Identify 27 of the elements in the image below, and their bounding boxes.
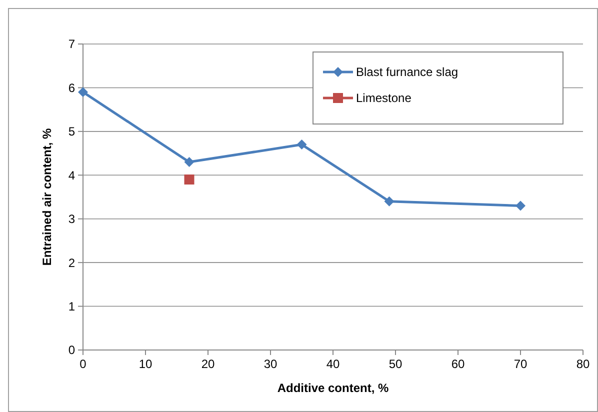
y-axis-title: Entrained air content, % [40,128,54,266]
y-tick-label: 7 [68,37,76,52]
point [516,200,526,211]
y-tick-label: 6 [68,80,76,95]
x-tick-label: 60 [451,357,465,371]
point [184,174,194,185]
y-tick-label: 5 [68,124,76,139]
y-tick-label: 2 [68,256,76,270]
point [78,87,88,98]
x-axis-title: Additive content, % [277,381,389,395]
legend-label: Blast furnance slag [356,65,458,80]
point [384,196,394,206]
x-tick-label: 0 [80,357,87,371]
y-tick-label: 3 [68,212,76,226]
x-tick-label: 40 [326,357,340,371]
point [184,157,194,168]
x-tick-label: 80 [576,357,590,371]
point [296,140,307,150]
x-tick-label: 20 [201,357,215,371]
x-tick-label: 70 [514,357,528,371]
y-tick-label: 1 [68,299,76,314]
y-tick-label: 0 [68,343,76,358]
legend-label: Limestone [356,91,412,106]
x-tick-label: 50 [388,357,402,371]
x-tick-label: 10 [138,357,152,371]
y-tick-label: 4 [68,168,76,182]
x-tick-label: 30 [264,357,278,371]
